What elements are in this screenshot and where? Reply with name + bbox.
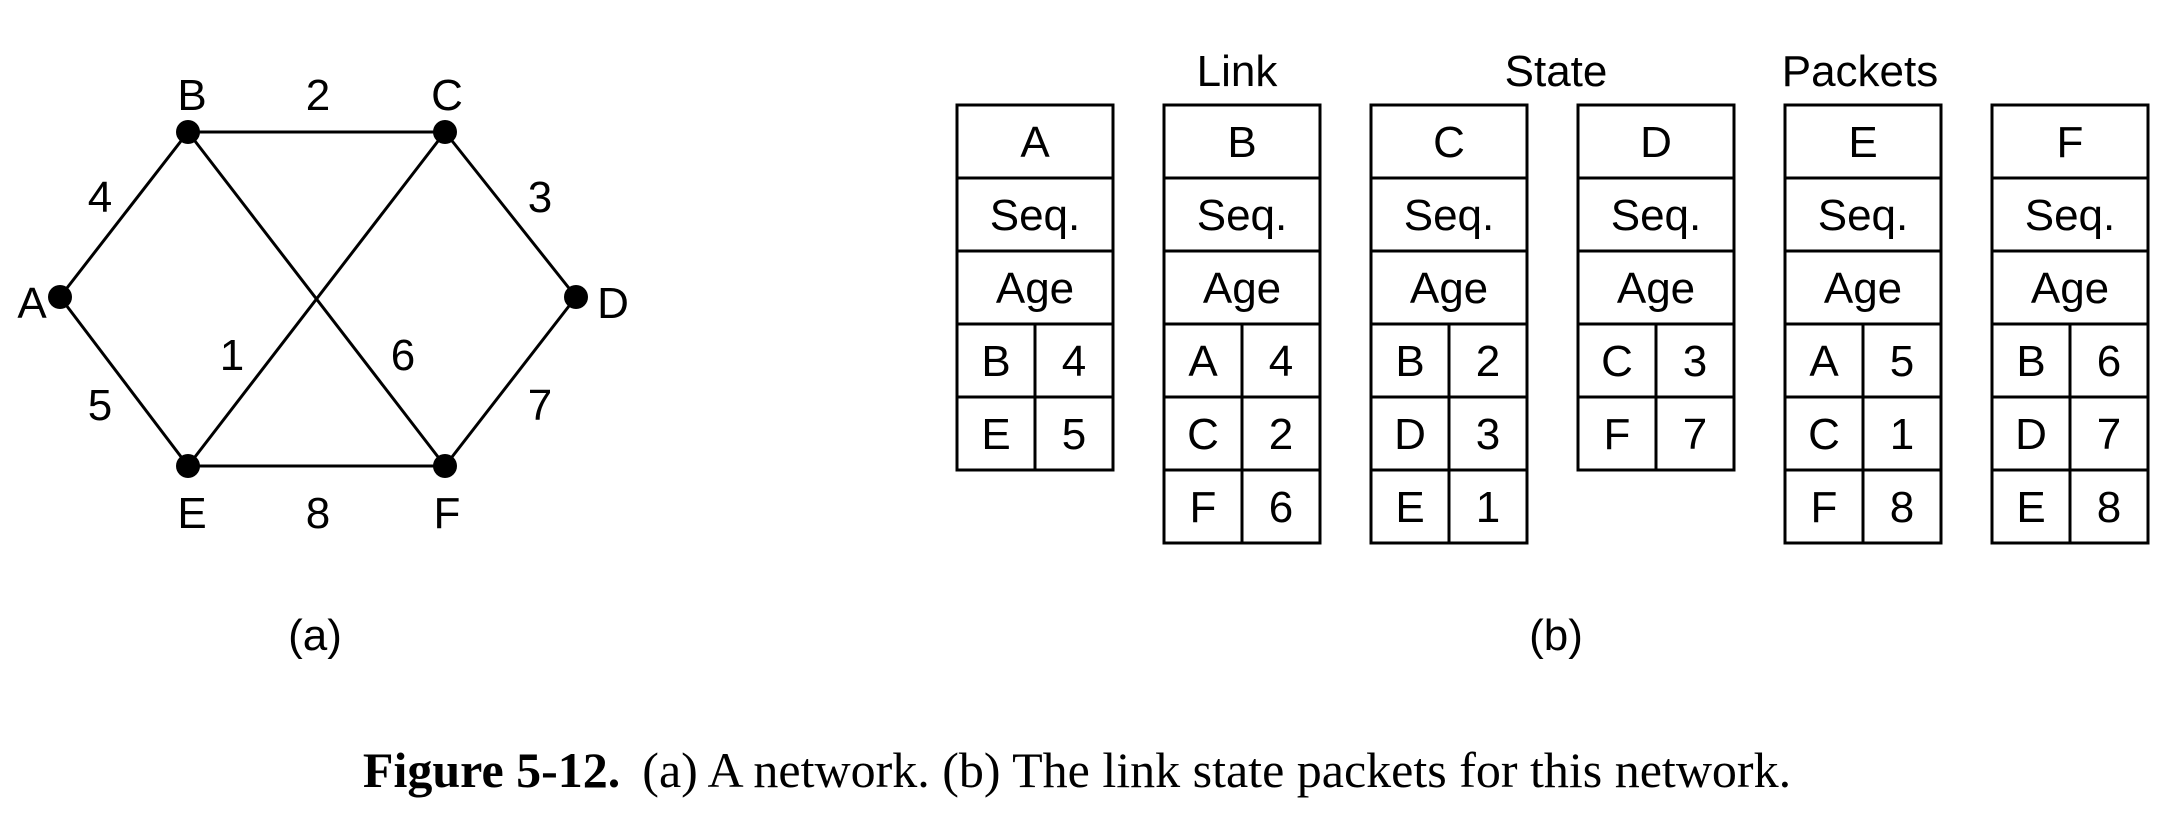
packet-seq-field: Seq.	[1197, 191, 1288, 240]
packet-distance: 4	[1269, 337, 1293, 386]
packet-f: F Seq. Age B 6 D 7 E 8	[1990, 103, 2150, 545]
edge-weight-c-d: 3	[528, 173, 552, 222]
packet-router-name: C	[1433, 118, 1465, 167]
packet-neighbor: A	[1188, 337, 1218, 386]
packet-seq-field: Seq.	[1611, 191, 1702, 240]
packet-age-field: Age	[1617, 264, 1695, 313]
packet-distance: 7	[1683, 410, 1707, 459]
packet-distance: 8	[1890, 483, 1914, 532]
packet-age-field: Age	[1410, 264, 1488, 313]
edge-a-e	[58, 296, 190, 467]
packet-distance: 1	[1476, 483, 1500, 532]
link-state-packets: A Seq. Age B 4 E 5 B Seq. Age A 4 C 2 F 6 C Seq. Age B 2 D 3 E 1…	[955, 103, 2150, 545]
packet-a: A Seq. Age B 4 E 5	[955, 103, 1115, 472]
packet-distance: 2	[1476, 337, 1500, 386]
edge-weights: 4 2 3 5 1 6 7 8	[88, 71, 552, 538]
packet-router-name: F	[2057, 118, 2084, 167]
packet-neighbor: C	[1601, 337, 1633, 386]
edge-weight-c-e: 1	[220, 331, 244, 380]
node-c	[433, 120, 457, 144]
node-label-b: B	[177, 71, 206, 120]
packet-neighbor: B	[981, 337, 1010, 386]
packet-router-name: E	[1848, 118, 1877, 167]
node-label-d: D	[597, 279, 629, 328]
packet-d: D Seq. Age C 3 F 7	[1576, 103, 1736, 472]
packet-neighbor: A	[1809, 337, 1839, 386]
packet-seq-field: Seq.	[990, 191, 1081, 240]
packet-neighbor: D	[2015, 410, 2047, 459]
packet-distance: 8	[2097, 483, 2121, 532]
edge-d-f	[443, 296, 578, 467]
packet-neighbor: F	[1190, 483, 1217, 532]
edge-weight-e-f: 8	[306, 489, 330, 538]
packet-age-field: Age	[2031, 264, 2109, 313]
packet-neighbor: B	[2016, 337, 2045, 386]
node-d	[564, 285, 588, 309]
panel-label-a: (a)	[288, 611, 342, 660]
node-e	[176, 454, 200, 478]
network-graph: 4 2 3 5 1 6 7 8 A B C D E F	[17, 71, 629, 538]
packet-neighbor: F	[1811, 483, 1838, 532]
edge-weight-d-f: 7	[528, 381, 552, 430]
packet-distance: 6	[2097, 337, 2121, 386]
packet-neighbor: E	[2016, 483, 2045, 532]
packet-neighbor: E	[1395, 483, 1424, 532]
packet-b: B Seq. Age A 4 C 2 F 6	[1162, 103, 1322, 545]
node-labels: A B C D E F	[17, 71, 629, 538]
node-b	[176, 120, 200, 144]
edge-weight-b-f: 6	[391, 331, 415, 380]
node-f	[433, 454, 457, 478]
packet-age-field: Age	[1203, 264, 1281, 313]
packet-distance: 3	[1476, 410, 1500, 459]
heading-word-link: Link	[1197, 47, 1279, 96]
packet-seq-field: Seq.	[2025, 191, 2116, 240]
panel-label-b: (b)	[1529, 611, 1583, 660]
packet-distance: 3	[1683, 337, 1707, 386]
packet-seq-field: Seq.	[1818, 191, 1909, 240]
packet-c: C Seq. Age B 2 D 3 E 1	[1369, 103, 1529, 545]
packet-neighbor: D	[1394, 410, 1426, 459]
caption-figure-number: Figure 5-12.	[363, 742, 620, 798]
packet-age-field: Age	[1824, 264, 1902, 313]
edge-b-f	[186, 131, 447, 467]
packet-distance: 5	[1062, 410, 1086, 459]
packet-age-field: Age	[996, 264, 1074, 313]
packet-distance: 1	[1890, 410, 1914, 459]
edge-weight-b-c: 2	[306, 71, 330, 120]
packet-distance: 2	[1269, 410, 1293, 459]
edge-weight-a-b: 4	[88, 173, 112, 222]
packet-router-name: A	[1020, 118, 1050, 167]
packet-neighbor: C	[1187, 410, 1219, 459]
packets-heading: Link State Packets	[1197, 47, 1939, 96]
edge-a-b	[58, 131, 190, 298]
packet-neighbor: C	[1808, 410, 1840, 459]
network-edges	[58, 130, 578, 468]
network-nodes	[48, 120, 588, 478]
edge-c-d	[443, 131, 578, 298]
packet-neighbor: E	[981, 410, 1010, 459]
heading-word-state: State	[1505, 47, 1608, 96]
packet-seq-field: Seq.	[1404, 191, 1495, 240]
node-label-e: E	[177, 489, 206, 538]
packet-e: E Seq. Age A 5 C 1 F 8	[1783, 103, 1943, 545]
node-label-a: A	[17, 279, 47, 328]
node-a	[48, 285, 72, 309]
edge-weight-a-e: 5	[88, 381, 112, 430]
packet-distance: 7	[2097, 410, 2121, 459]
caption-text: (a) A network. (b) The link state packet…	[642, 742, 1791, 798]
figure-caption: Figure 5-12. (a) A network. (b) The link …	[363, 742, 1791, 798]
packet-neighbor: F	[1604, 410, 1631, 459]
node-label-f: F	[434, 489, 461, 538]
packet-router-name: D	[1640, 118, 1672, 167]
packet-distance: 4	[1062, 337, 1086, 386]
packet-neighbor: B	[1395, 337, 1424, 386]
node-label-c: C	[431, 71, 463, 120]
packet-distance: 5	[1890, 337, 1914, 386]
heading-word-packets: Packets	[1782, 47, 1939, 96]
packet-router-name: B	[1227, 118, 1256, 167]
packet-distance: 6	[1269, 483, 1293, 532]
